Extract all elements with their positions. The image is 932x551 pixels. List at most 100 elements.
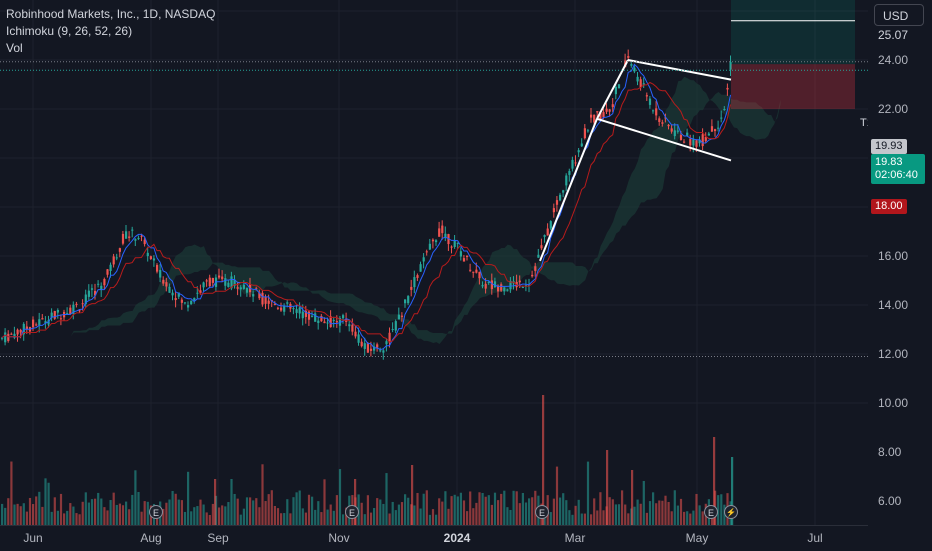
volume-bar [425, 490, 428, 525]
candle-body [534, 266, 537, 271]
volume-bar [183, 511, 187, 525]
volume-bar [559, 497, 562, 525]
volume-bar [645, 512, 648, 525]
price-axis[interactable]: USD 25.07 24.00 22.00 16.00 14.00 12.00 … [868, 0, 932, 525]
candle-body [400, 315, 404, 317]
target-label[interactable]: T1 [860, 117, 868, 129]
volume-bar [478, 492, 481, 525]
candle-body [10, 333, 13, 335]
earnings-badge[interactable]: E [149, 505, 163, 519]
volume-bar [264, 501, 267, 525]
candle-body [25, 326, 28, 330]
volume-bar [140, 511, 143, 525]
volume-bar [450, 496, 453, 525]
candle-body [44, 321, 47, 324]
symbol-title[interactable]: Robinhood Markets, Inc., 1D, NASDAQ [6, 7, 216, 21]
candle-body [602, 112, 605, 118]
candle-body [131, 229, 134, 231]
candle-body [413, 277, 416, 288]
candle-body [109, 264, 112, 271]
currency-button[interactable]: USD [874, 4, 924, 26]
earnings-badge[interactable]: E [345, 505, 359, 519]
candle-body [586, 130, 590, 132]
candle-body [202, 282, 205, 288]
volume-bar [143, 501, 146, 525]
volume-bar [180, 500, 183, 525]
volume-bar [115, 504, 118, 525]
volume-bar [199, 499, 202, 525]
volume-bar [230, 478, 233, 525]
candle-body [391, 329, 394, 331]
price-chart[interactable] [0, 0, 868, 525]
dividend-lightning-icon[interactable]: ⚡ [724, 505, 738, 519]
candle-body [162, 279, 165, 284]
candle-body [549, 221, 552, 229]
price-tick: 14.00 [878, 298, 909, 312]
candle-body [419, 264, 422, 272]
volume-bar [373, 508, 376, 525]
candle-body [500, 284, 503, 291]
volume-bar [606, 450, 609, 525]
volume-bar [490, 504, 493, 525]
volume-legend[interactable]: Vol [6, 41, 23, 55]
volume-bar [363, 514, 366, 525]
time-label-jul: Jul [807, 531, 823, 545]
candle-body [410, 286, 413, 290]
candle-body [13, 333, 16, 338]
chart-area[interactable]: Robinhood Markets, Inc., 1D, NASDAQ Ichi… [0, 0, 868, 525]
candle-body [239, 287, 242, 290]
volume-bar [400, 502, 404, 525]
volume-bar [19, 506, 22, 525]
volume-bar [75, 513, 78, 525]
candle-body [245, 287, 249, 293]
candle-body [503, 287, 506, 292]
volume-bar [472, 508, 475, 525]
time-axis[interactable]: Jun Aug Sep Nov 2024 Mar May Jul [0, 525, 868, 551]
volume-bar [69, 503, 72, 525]
volume-bar [407, 497, 410, 525]
candle-body [199, 290, 202, 293]
price-tag-19-93: 19.93 [871, 139, 907, 154]
candle-body [218, 275, 221, 278]
ichimoku-legend[interactable]: Ichimoku (9, 26, 52, 26) [6, 24, 133, 38]
volume-bar [366, 495, 369, 525]
time-label-mar: Mar [564, 531, 586, 545]
candle-body [19, 329, 22, 333]
volume-bar [187, 471, 190, 525]
stop-price-tag: 18.00 [871, 199, 907, 214]
flag-upper-line [627, 59, 732, 81]
volume-bar [342, 514, 345, 525]
candle-body [196, 292, 199, 294]
volume-bar [286, 499, 289, 525]
current-price-value: 19.83 [875, 156, 903, 168]
candle-body [537, 254, 540, 258]
candle-body [673, 130, 676, 137]
candle-body [314, 313, 317, 322]
candle-body [50, 312, 53, 318]
volume-bar [469, 491, 472, 525]
volume-bar [568, 510, 571, 525]
volume-bar [686, 511, 689, 525]
volume-bar [428, 514, 431, 525]
candle-body [707, 133, 710, 136]
volume-bar [518, 503, 521, 525]
volume-bar [335, 495, 338, 525]
flag-lower-line [596, 117, 732, 162]
candle-body [165, 282, 168, 287]
candle-body [466, 255, 469, 258]
candle-body [472, 271, 475, 273]
candle-body [720, 117, 723, 119]
earnings-badge[interactable]: E [535, 505, 549, 519]
candle-body [205, 280, 208, 282]
candle-body [69, 307, 72, 315]
candle-body [56, 309, 59, 313]
candle-body [540, 245, 543, 249]
earnings-badge[interactable]: E [704, 505, 718, 519]
volume-bar [552, 498, 555, 525]
volume-bar [497, 500, 500, 525]
time-label-sep: Sep [207, 531, 229, 545]
volume-bar [717, 495, 720, 525]
volume-bar [165, 502, 168, 525]
volume-bar [128, 509, 131, 525]
volume-bar [673, 490, 676, 525]
